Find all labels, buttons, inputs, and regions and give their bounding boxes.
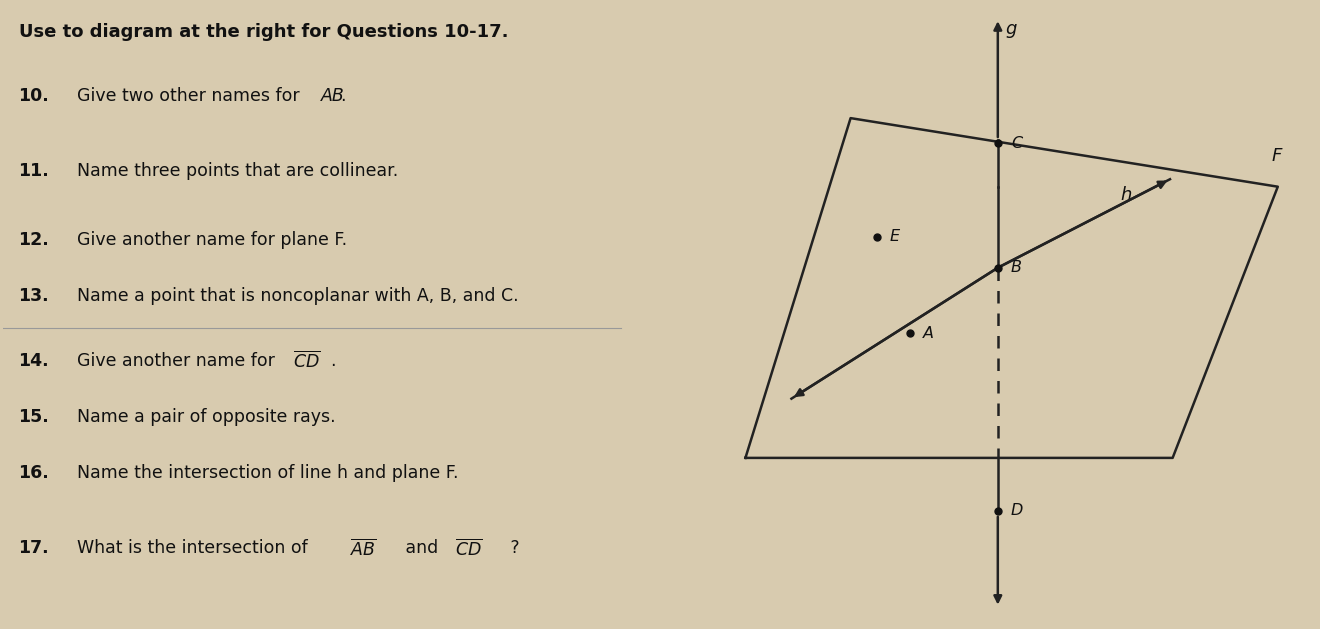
Text: g: g: [1006, 20, 1018, 38]
Text: Give another name for plane F.: Give another name for plane F.: [66, 231, 347, 248]
Text: E: E: [890, 229, 900, 244]
Text: What is the intersection of: What is the intersection of: [66, 539, 313, 557]
Text: Name the intersection of line h and plane F.: Name the intersection of line h and plan…: [66, 464, 458, 482]
Text: Name a pair of opposite rays.: Name a pair of opposite rays.: [66, 408, 335, 426]
Text: Name a point that is noncoplanar with A, B, and C.: Name a point that is noncoplanar with A,…: [66, 287, 519, 305]
Text: h: h: [1121, 186, 1131, 204]
Text: ?: ?: [504, 539, 520, 557]
Text: F: F: [1271, 147, 1282, 165]
Text: 17.: 17.: [18, 539, 49, 557]
Text: 11.: 11.: [18, 162, 49, 180]
Text: 15.: 15.: [18, 408, 49, 426]
Text: Name three points that are collinear.: Name three points that are collinear.: [66, 162, 399, 180]
Text: Give another name for: Give another name for: [66, 352, 280, 370]
Text: 16.: 16.: [18, 464, 49, 482]
Text: 13.: 13.: [18, 287, 49, 305]
Text: B: B: [1011, 260, 1022, 276]
Text: .: .: [341, 87, 346, 105]
Text: D: D: [1011, 503, 1023, 518]
Text: .: .: [330, 352, 335, 370]
Text: 14.: 14.: [18, 352, 49, 370]
Text: $\overline{\mathit{CD}}$: $\overline{\mathit{CD}}$: [293, 351, 321, 372]
Text: Use to diagram at the right for Questions 10-17.: Use to diagram at the right for Question…: [18, 23, 508, 41]
Text: AB: AB: [321, 87, 345, 105]
Text: 10.: 10.: [18, 87, 49, 105]
Text: $\overline{AB}$: $\overline{AB}$: [350, 538, 376, 559]
Text: 12.: 12.: [18, 231, 49, 248]
Text: C: C: [1011, 136, 1022, 150]
Text: $\overline{CD}$: $\overline{CD}$: [455, 538, 482, 559]
Text: Give two other names for: Give two other names for: [66, 87, 305, 105]
Text: A: A: [923, 326, 933, 341]
Text: and: and: [400, 539, 444, 557]
